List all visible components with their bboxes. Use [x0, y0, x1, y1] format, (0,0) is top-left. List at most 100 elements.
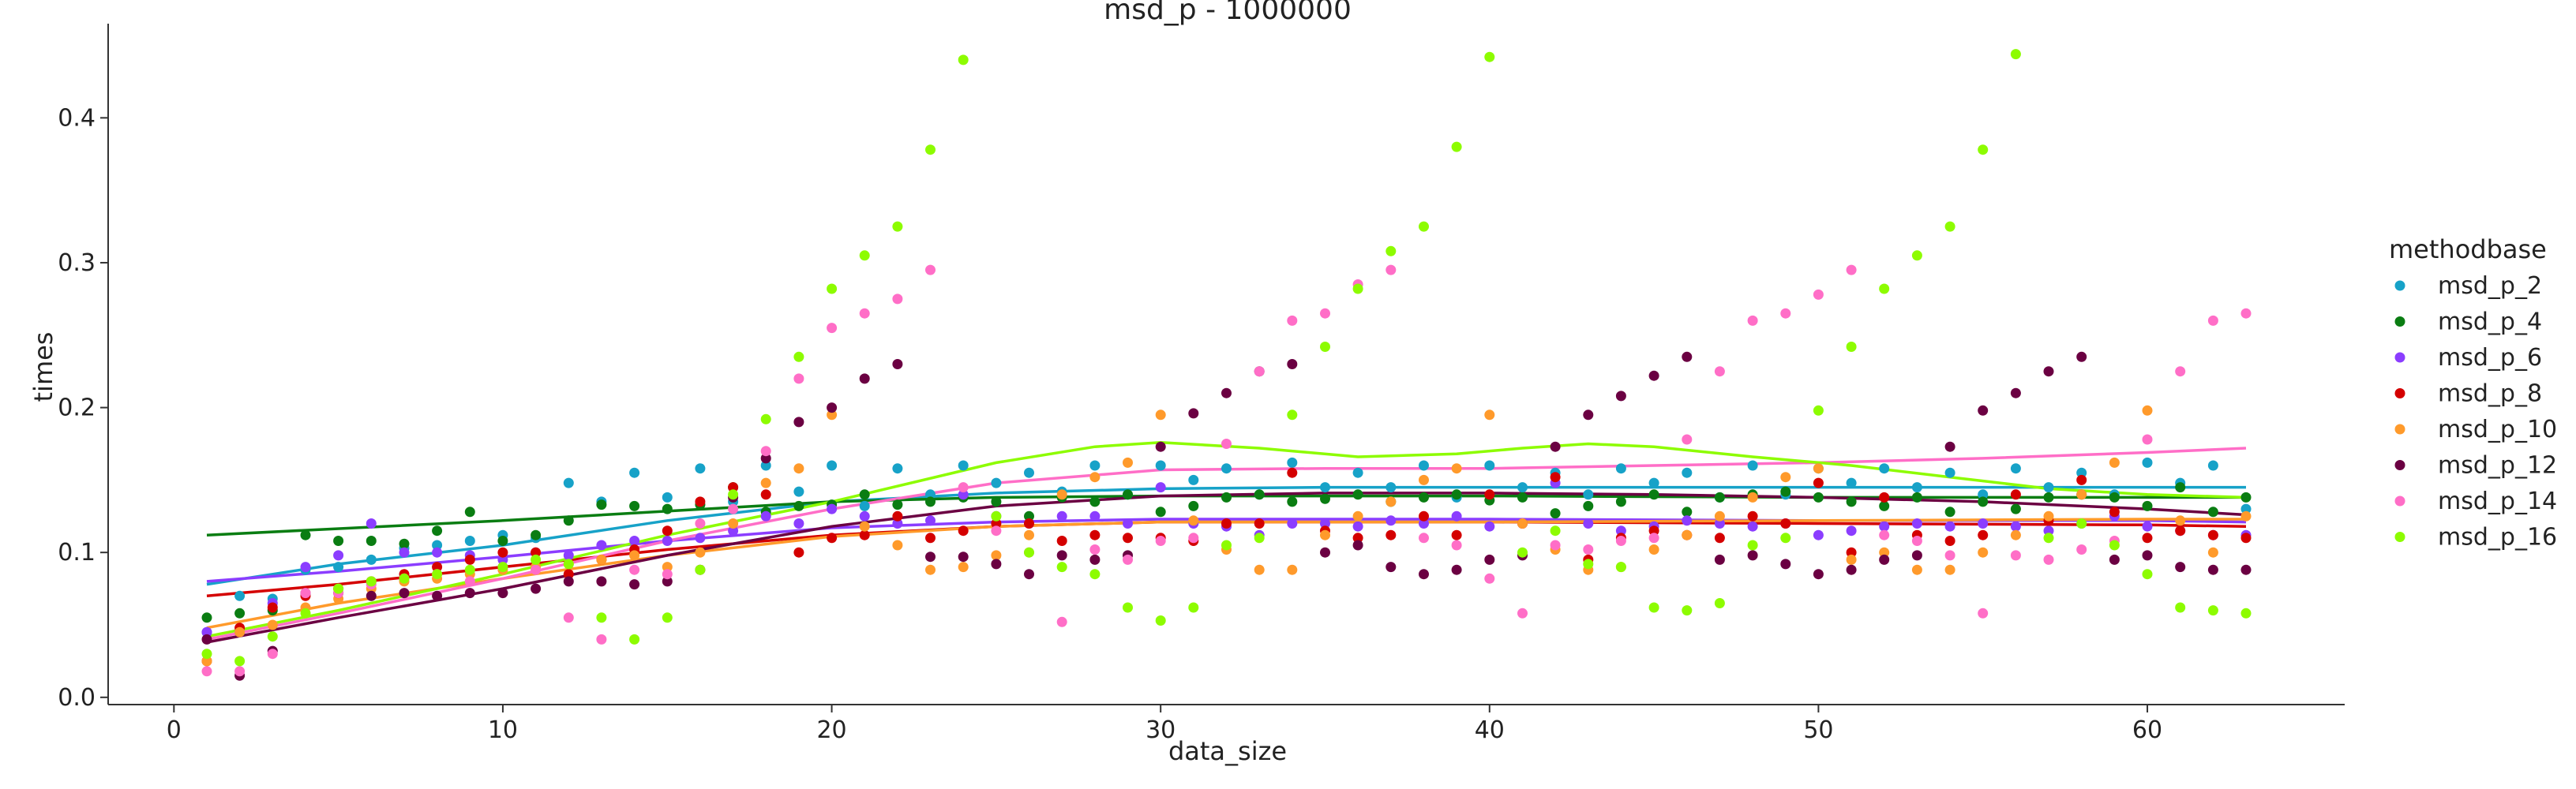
data-point-msd_p_6 [1089, 510, 1101, 522]
data-point-msd_p_12 [1747, 550, 1758, 561]
trend-line-msd_p_12 [206, 492, 2247, 644]
data-point-msd_p_12 [1188, 408, 1199, 419]
x-axis-title: data_size [1168, 736, 1287, 766]
data-point-msd_p_8 [2109, 507, 2120, 518]
data-point-msd_p_12 [1155, 441, 1166, 452]
data-point-msd_p_10 [1320, 529, 1330, 540]
data-point-msd_p_4 [662, 503, 673, 514]
data-point-msd_p_10 [1287, 564, 1298, 575]
data-point-msd_p_16 [1254, 533, 1265, 544]
data-point-msd_p_4 [1287, 496, 1298, 507]
data-point-msd_p_16 [1089, 569, 1101, 580]
data-point-msd_p_4 [1879, 500, 1890, 511]
data-point-msd_p_10 [1089, 472, 1101, 483]
data-point-msd_p_16 [1484, 51, 1495, 62]
data-point-msd_p_16 [695, 564, 706, 575]
data-point-msd_p_14 [1682, 434, 1693, 445]
data-point-msd_p_14 [1550, 540, 1561, 551]
data-point-msd_p_6 [1879, 521, 1890, 532]
data-point-msd_p_14 [234, 666, 246, 677]
data-point-msd_p_2 [1911, 482, 1922, 493]
data-point-msd_p_8 [925, 533, 936, 544]
data-point-msd_p_16 [1747, 540, 1758, 551]
x-tick-label: 60 [2132, 716, 2162, 744]
data-point-msd_p_12 [531, 583, 542, 594]
data-point-msd_p_14 [531, 564, 542, 575]
data-point-msd_p_10 [2043, 510, 2054, 522]
data-point-msd_p_4 [1188, 500, 1199, 511]
data-point-msd_p_16 [1944, 221, 1955, 232]
data-point-msd_p_8 [1747, 510, 1758, 522]
data-point-msd_p_8 [464, 554, 475, 565]
data-point-msd_p_14 [728, 503, 739, 514]
data-point-msd_p_4 [1583, 500, 1594, 511]
data-point-msd_p_2 [892, 463, 903, 474]
data-point-msd_p_6 [1056, 510, 1067, 522]
data-point-msd_p_12 [2240, 564, 2252, 575]
data-point-msd_p_10 [629, 550, 640, 561]
data-point-msd_p_16 [1123, 602, 1133, 613]
data-point-msd_p_10 [859, 521, 870, 532]
data-point-msd_p_16 [1879, 283, 1890, 294]
data-point-msd_p_4 [1813, 492, 1824, 503]
data-point-msd_p_2 [1517, 482, 1528, 493]
data-point-msd_p_12 [1287, 359, 1298, 369]
data-point-msd_p_4 [2109, 492, 2120, 503]
data-point-msd_p_8 [531, 547, 542, 558]
data-point-msd_p_12 [432, 590, 443, 601]
data-point-msd_p_12 [1978, 405, 1989, 416]
data-point-msd_p_10 [1484, 409, 1495, 421]
data-point-msd_p_2 [2240, 503, 2252, 514]
y-tick-label: 0.4 [58, 104, 96, 132]
data-point-msd_p_16 [629, 634, 640, 645]
data-point-msd_p_12 [1320, 547, 1330, 558]
data-point-msd_p_8 [695, 496, 706, 507]
data-point-msd_p_8 [1846, 547, 1857, 558]
data-point-msd_p_4 [1682, 507, 1693, 518]
data-point-msd_p_2 [925, 489, 936, 500]
data-point-msd_p_12 [464, 588, 475, 599]
data-point-msd_p_6 [728, 525, 739, 537]
data-point-msd_p_10 [1451, 463, 1462, 474]
legend-title: methodbase [2389, 234, 2547, 264]
data-point-msd_p_10 [2207, 547, 2218, 558]
data-point-msd_p_12 [2175, 562, 2186, 573]
data-point-msd_p_4 [1714, 492, 1725, 503]
y-tick-label: 0.1 [58, 539, 96, 567]
data-point-msd_p_2 [760, 460, 771, 471]
data-point-msd_p_8 [2076, 474, 2087, 485]
data-point-msd_p_14 [2043, 554, 2054, 565]
data-point-msd_p_4 [925, 496, 936, 507]
data-point-msd_p_4 [497, 536, 508, 546]
data-point-msd_p_14 [1747, 315, 1758, 326]
data-point-msd_p_4 [2240, 492, 2252, 503]
data-point-msd_p_6 [2010, 521, 2021, 532]
data-point-msd_p_10 [958, 562, 969, 573]
data-point-msd_p_16 [432, 569, 443, 580]
data-point-msd_p_14 [1484, 573, 1495, 584]
data-point-msd_p_4 [1944, 507, 1955, 518]
data-point-msd_p_16 [793, 351, 804, 362]
data-point-msd_p_6 [760, 510, 771, 522]
data-point-msd_p_6 [1451, 510, 1462, 522]
data-point-msd_p_12 [1714, 554, 1725, 565]
data-point-msd_p_10 [892, 540, 903, 551]
data-point-msd_p_2 [1385, 482, 1397, 493]
data-point-msd_p_14 [1944, 550, 1955, 561]
data-point-msd_p_12 [1944, 441, 1955, 452]
data-point-msd_p_4 [2010, 503, 2021, 514]
data-point-msd_p_10 [2240, 510, 2252, 522]
data-point-msd_p_4 [629, 500, 640, 511]
x-tick-label: 0 [167, 716, 182, 744]
data-point-msd_p_10 [1978, 547, 1989, 558]
data-point-msd_p_2 [1320, 482, 1330, 493]
data-point-msd_p_14 [1451, 540, 1462, 551]
data-point-msd_p_8 [1123, 533, 1133, 544]
data-point-msd_p_12 [1484, 554, 1495, 565]
data-point-msd_p_8 [991, 518, 1002, 529]
data-point-msd_p_4 [234, 608, 246, 619]
data-point-msd_p_16 [1188, 602, 1199, 613]
data-point-msd_p_12 [1352, 540, 1363, 551]
data-point-msd_p_6 [958, 489, 969, 500]
data-point-msd_p_2 [1155, 460, 1166, 471]
